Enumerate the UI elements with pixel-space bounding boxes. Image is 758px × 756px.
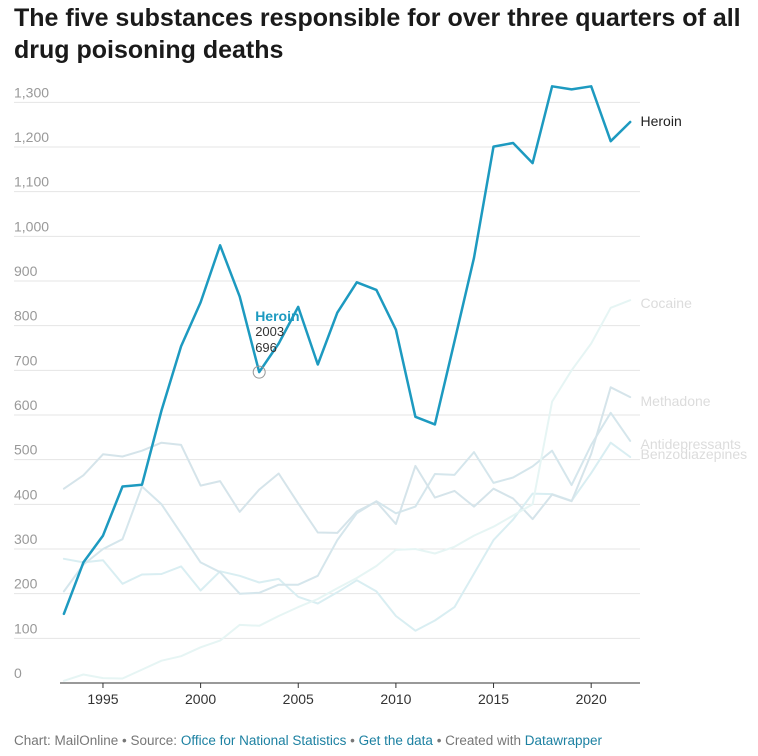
y-tick-label: 900 bbox=[14, 263, 38, 279]
y-tick-label: 600 bbox=[14, 397, 38, 413]
tooltip-year: 2003 bbox=[255, 324, 284, 339]
y-axis-ticks: 0 100 200 300 400 500 600 700 800 900 1,000 1,100 1,… bbox=[14, 84, 49, 681]
x-tick-label: 2005 bbox=[283, 691, 314, 707]
x-tick-label: 2020 bbox=[576, 691, 607, 707]
y-tick-label: 300 bbox=[14, 531, 38, 547]
series-label-antidepressants: Antidepressants bbox=[641, 436, 741, 452]
series-line-antidepressants[interactable] bbox=[62, 411, 632, 595]
series-label-cocaine: Cocaine bbox=[641, 295, 693, 311]
y-tick-label: 200 bbox=[14, 576, 38, 592]
y-tick-label: 700 bbox=[14, 352, 38, 368]
series-label-benzodiazepines: Benzodiazepines bbox=[641, 446, 748, 462]
y-tick-label: 800 bbox=[14, 308, 38, 324]
x-tick-label: 2000 bbox=[185, 691, 216, 707]
series-line-methadone[interactable] bbox=[62, 386, 632, 534]
x-tick-label: 2010 bbox=[380, 691, 411, 707]
y-tick-label: 1,100 bbox=[14, 174, 49, 190]
hover-point-marker bbox=[252, 365, 266, 379]
footer-created-prefix: Created with bbox=[445, 733, 525, 748]
footer-source-prefix: Source: bbox=[130, 733, 181, 748]
footer-separator: • bbox=[118, 733, 131, 748]
chart-title: The five substances responsible for over… bbox=[14, 4, 741, 64]
series-label-methadone: Methadone bbox=[641, 393, 711, 409]
gridlines bbox=[14, 101, 640, 639]
x-tick-label: 2015 bbox=[478, 691, 509, 707]
x-axis-ticks: 1995 2000 2005 2010 2015 2020 bbox=[87, 683, 607, 707]
tooltip-series-name: Heroin bbox=[255, 308, 299, 324]
y-tick-label: 400 bbox=[14, 486, 38, 502]
series-line-cocaine[interactable] bbox=[62, 299, 632, 682]
series-lines bbox=[62, 85, 632, 682]
y-tick-label: 500 bbox=[14, 442, 38, 458]
x-tick-label: 1995 bbox=[87, 691, 118, 707]
chart-footer: Chart: MailOnline • Source: Office for N… bbox=[14, 733, 602, 748]
tooltip-value: 696 bbox=[255, 340, 277, 355]
series-label-heroin: Heroin bbox=[641, 113, 682, 129]
y-tick-label: 100 bbox=[14, 620, 38, 636]
get-data-link[interactable]: Get the data bbox=[358, 733, 433, 748]
hover-tooltip: Heroin 2003 696 bbox=[252, 308, 300, 379]
y-tick-label: 0 bbox=[14, 665, 22, 681]
y-tick-label: 1,300 bbox=[14, 84, 49, 100]
series-line-heroin[interactable] bbox=[62, 85, 632, 616]
series-line-benzodiazepines[interactable] bbox=[62, 441, 632, 632]
footer-chart-credit: Chart: MailOnline bbox=[14, 733, 119, 748]
y-tick-label: 1,200 bbox=[14, 129, 49, 145]
y-tick-label: 1,000 bbox=[14, 218, 49, 234]
footer-separator: • bbox=[432, 733, 446, 748]
source-link[interactable]: Office for National Statistics bbox=[180, 733, 347, 748]
footer-separator: • bbox=[346, 733, 359, 748]
datawrapper-link[interactable]: Datawrapper bbox=[524, 733, 603, 748]
